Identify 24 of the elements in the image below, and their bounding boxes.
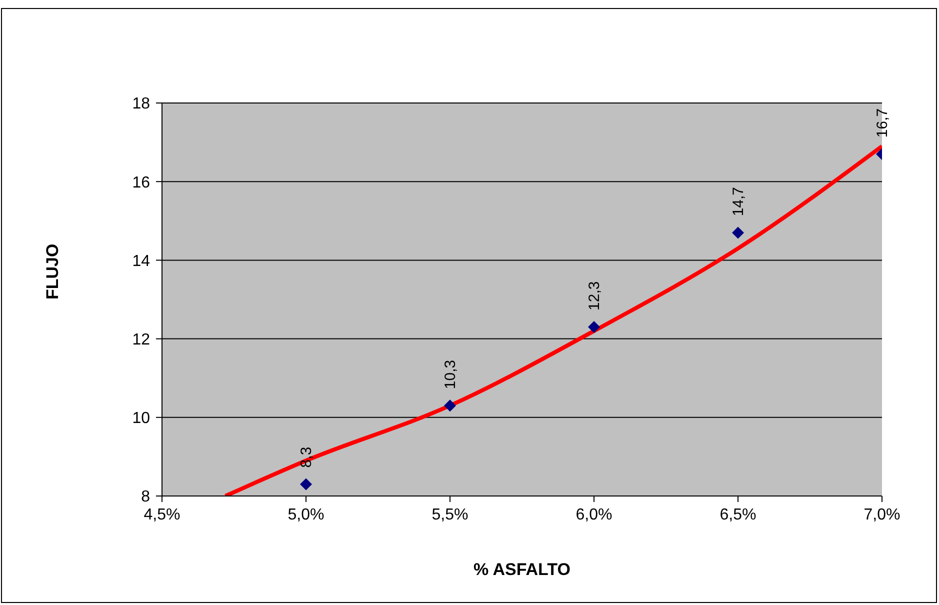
data-label: 12,3 [586,281,603,310]
point [732,226,744,239]
y-tick-label: 18 [132,96,150,113]
data-label: 16,7 [874,108,891,138]
x-tick-label: 6,0% [576,506,612,524]
x-tick-label: 5,5% [432,506,468,524]
y-tick-label: 10 [132,410,150,428]
data-label: 8,3 [298,446,315,468]
y-tick-label: 12 [132,331,150,348]
x-tick-label: 6,5% [720,506,756,524]
y-tick-label: 16 [132,174,150,192]
x-axis-title: % ASFALTO [474,560,570,579]
y-axis-title: FLUJO [43,244,62,300]
point [300,478,312,490]
data-label: 14,7 [730,186,747,216]
x-tick-label: 7,0% [864,506,900,524]
y-tick-label: 14 [132,252,150,270]
point [588,321,600,334]
x-tick-label: 5,0% [288,506,324,524]
data-label: 10,3 [442,360,459,390]
x-tick-label: 4,5% [144,506,180,524]
line-series [223,144,882,496]
point [444,400,456,412]
y-tick-label: 8 [141,488,150,506]
